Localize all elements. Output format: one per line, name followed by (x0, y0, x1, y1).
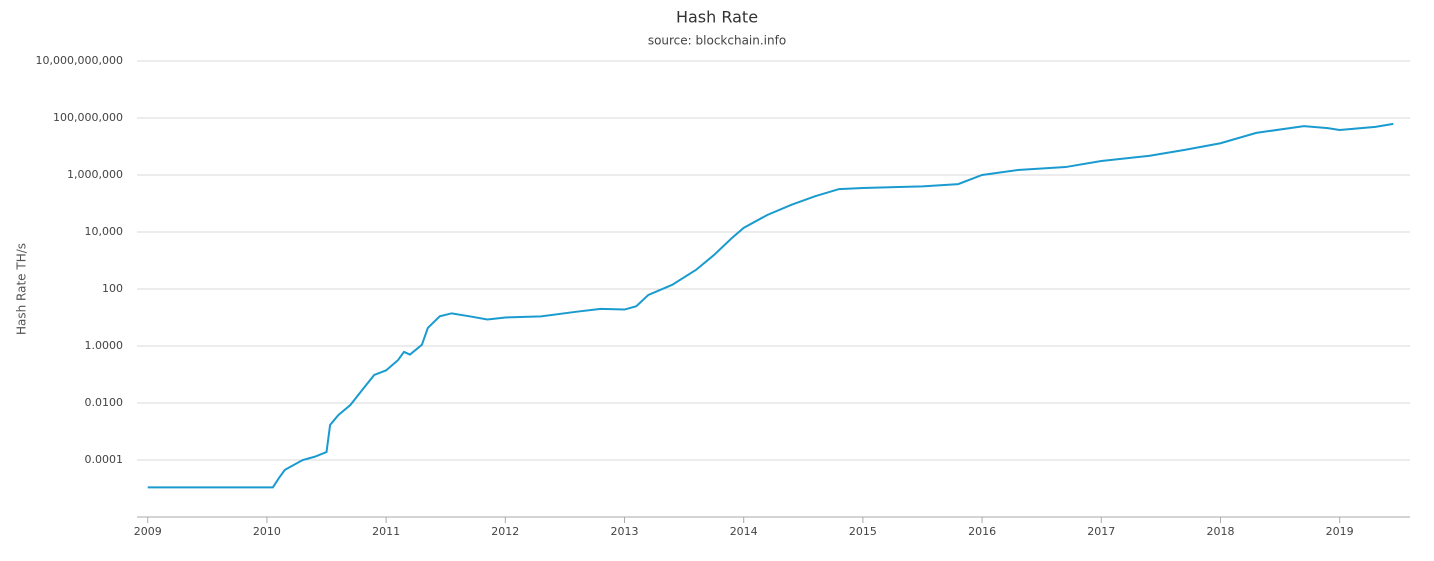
x-tick-label: 2011 (372, 525, 400, 538)
y-tick-label: 10,000 (85, 225, 124, 238)
x-tick-label: 2014 (730, 525, 758, 538)
y-tick-label: 10,000,000,000 (36, 54, 123, 67)
x-tick-label: 2010 (253, 525, 281, 538)
y-tick-label: 0.0100 (85, 396, 124, 409)
chart-subtitle: source: blockchain.info (648, 34, 786, 48)
x-tick-label: 2009 (134, 525, 162, 538)
y-tick-label: 100 (102, 282, 123, 295)
chart-title: Hash Rate (676, 8, 758, 27)
x-tick-label: 2012 (491, 525, 519, 538)
x-tick-label: 2016 (968, 525, 996, 538)
y-axis-label: Hash Rate TH/s (15, 243, 29, 335)
x-tick-label: 2019 (1326, 525, 1354, 538)
y-tick-label: 1.0000 (85, 339, 124, 352)
x-tick-label: 2018 (1206, 525, 1234, 538)
x-tick-label: 2015 (849, 525, 877, 538)
data-line (147, 122, 1394, 489)
y-tick-label: 100,000,000 (53, 111, 123, 124)
y-tick-label: 1,000,000 (67, 168, 123, 181)
y-tick-label: 0.0001 (85, 453, 124, 466)
x-tick-label: 2013 (611, 525, 639, 538)
x-tick-label: 2017 (1087, 525, 1115, 538)
